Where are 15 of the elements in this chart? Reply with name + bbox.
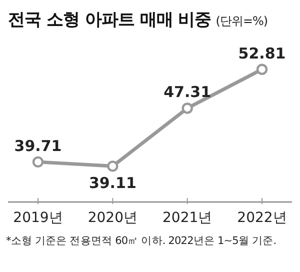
data-label: 47.31 xyxy=(164,83,212,102)
point xyxy=(256,64,268,75)
text: *소형 기준은 전용면적 60㎡ 이하. 2022년은 1~5월 기준. xyxy=(6,234,276,248)
x-tick-label: 2021년 xyxy=(162,210,212,226)
x-tick-label: 2022년 xyxy=(237,210,287,226)
data-label: 39.71 xyxy=(14,136,62,155)
point xyxy=(182,102,193,114)
x-tick-label: 2020년 xyxy=(88,210,138,226)
x-tick-label: 2019년 xyxy=(13,210,63,226)
data-label: 52.81 xyxy=(238,44,286,62)
chart-subtitle: (단위=%) xyxy=(216,14,268,28)
point xyxy=(107,160,118,172)
data-label: 39.11 xyxy=(88,174,136,192)
chart-title: 전국 소형 아파트 매매 비중 xyxy=(8,10,212,30)
point xyxy=(32,156,44,168)
